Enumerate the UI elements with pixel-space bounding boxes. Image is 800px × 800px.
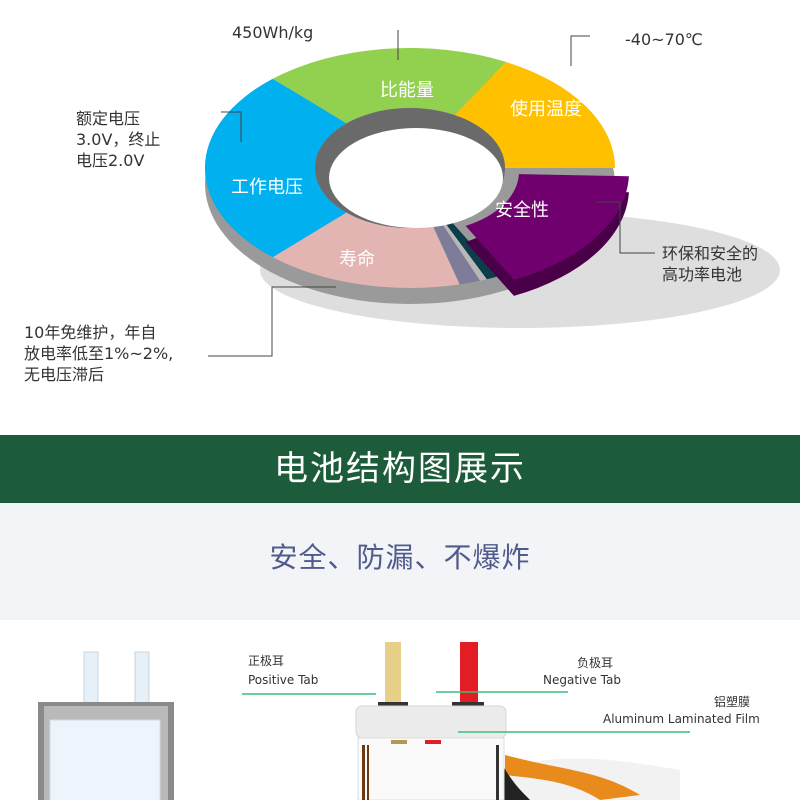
section-subtitle: 安全、防漏、不爆炸 — [269, 541, 531, 574]
donut-segment — [454, 62, 616, 168]
battery-structure — [38, 642, 690, 800]
subtitle-band — [0, 503, 800, 620]
donut-segment — [272, 47, 507, 124]
positive-tab-label-cn: 正极耳 — [248, 654, 285, 668]
donut-segment — [204, 78, 347, 258]
leader-life — [208, 286, 336, 357]
leader-temp — [570, 35, 590, 66]
negative-tab-label-en: Negative Tab — [543, 673, 621, 687]
donut-minor-slice — [442, 223, 487, 281]
note-line: 额定电压 — [76, 109, 141, 128]
battery-outline-left — [38, 651, 174, 800]
section-banner: 电池结构图展示 — [0, 435, 800, 503]
donut-segment-label: 安全性 — [495, 200, 549, 221]
note-line: 电压2.0V — [76, 151, 145, 170]
note-line: 放电率低至1%~2%, — [24, 344, 174, 363]
note-line: 3.0V，终止 — [76, 130, 161, 149]
note-life: 10年免维护，年自 放电率低至1%~2%, 无电压滞后 — [24, 322, 173, 385]
note-line: 高功率电池 — [662, 265, 743, 284]
note-energy: 450Wh/kg — [232, 23, 314, 42]
donut-segment — [272, 212, 460, 288]
film-label-en: Aluminum Laminated Film — [603, 712, 760, 726]
note-line: 10年免维护，年自 — [24, 323, 157, 342]
donut-segment-label: 工作电压 — [231, 177, 303, 198]
negative-tab-label-cn: 负极耳 — [577, 656, 614, 670]
donut-minor-slice — [433, 224, 481, 285]
donut-segment — [465, 174, 629, 280]
negative-tab — [460, 642, 478, 704]
note-line: 环保和安全的 — [662, 244, 759, 263]
donut-segment-label: 比能量 — [380, 80, 434, 101]
leader-voltage — [221, 111, 242, 142]
leader-safety — [596, 201, 655, 254]
film-label-cn: 铝塑膜 — [714, 695, 751, 709]
note-temperature: -40~70℃ — [625, 30, 703, 49]
donut-segment-label: 使用温度 — [510, 99, 582, 120]
note-voltage: 额定电压 3.0V，终止 电压2.0V — [76, 108, 160, 171]
donut-segment-label: 寿命 — [339, 249, 375, 270]
donut-hole — [329, 128, 503, 228]
positive-tab — [385, 642, 401, 704]
note-safety: 环保和安全的 高功率电池 — [662, 243, 758, 285]
battery-cutaway — [355, 642, 680, 800]
positive-tab-label-en: Positive Tab — [248, 673, 319, 687]
note-line: 无电压滞后 — [24, 365, 105, 384]
